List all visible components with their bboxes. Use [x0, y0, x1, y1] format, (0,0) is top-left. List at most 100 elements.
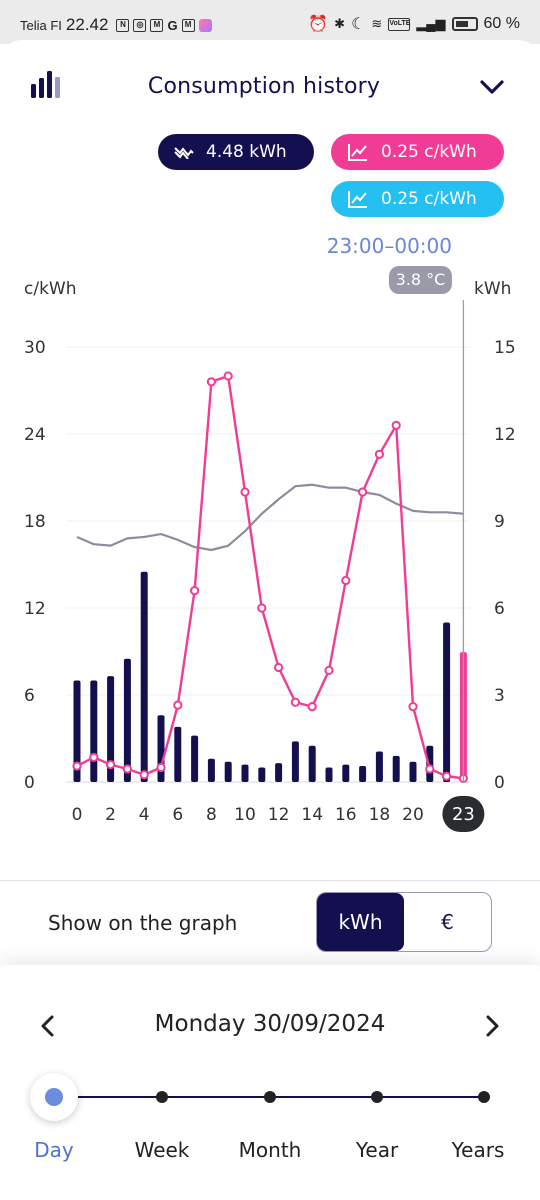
x-axis-tick: 14	[301, 805, 323, 825]
left-axis-unit: c/kWh	[24, 279, 77, 299]
selected-hour-badge	[442, 796, 485, 832]
bar-chart-icon	[31, 71, 60, 98]
period-sheet	[0, 965, 540, 1200]
gmail-icon: M	[181, 18, 195, 32]
consumption-bar	[275, 763, 283, 782]
consumption-bar	[342, 764, 350, 782]
left-axis-tick: 30	[24, 338, 46, 358]
show-on-graph-label: Show on the graph	[48, 911, 238, 935]
previous-date-button[interactable]	[36, 1012, 60, 1040]
contract-price-legend-pill[interactable]: 0.25 c/kWh	[331, 181, 504, 217]
temperature-line	[76, 483, 464, 552]
consumption-bar	[258, 767, 266, 782]
x-axis-tick: 8	[206, 805, 217, 825]
period-month[interactable]: Month	[238, 1138, 302, 1162]
spot-price-point	[391, 420, 401, 430]
consumption-bar	[409, 761, 417, 782]
unit-toggle: kWh €	[316, 892, 492, 952]
euro-option[interactable]: €	[441, 910, 454, 934]
tooltip-time: 23:00–00:00	[326, 234, 452, 258]
consumption-bar	[107, 676, 115, 782]
moon-icon: ☾	[351, 16, 366, 33]
status-bar: Telia FI 22.42 N ◎ M G M ⏰ ✱ ☾ ≋ VoLTE ▂…	[0, 0, 540, 44]
right-axis-tick: 9	[494, 512, 505, 532]
battery-icon	[451, 17, 478, 31]
spot-price-point	[408, 702, 418, 712]
google-icon: G	[167, 17, 178, 33]
consumption-bar	[375, 751, 383, 782]
period-years[interactable]: Years	[451, 1138, 505, 1162]
period-slider-knob[interactable]	[30, 1073, 78, 1121]
instagram-icon: ◎	[133, 18, 147, 32]
right-axis-tick: 15	[494, 338, 516, 358]
page-title: Consumption history	[147, 74, 381, 99]
years-tick[interactable]	[478, 1091, 490, 1103]
line-chart-icon	[348, 191, 367, 208]
left-axis-tick: 6	[24, 686, 35, 706]
spot-price-point	[139, 770, 149, 780]
consumption-bar	[191, 735, 199, 782]
x-axis-tick: 6	[172, 805, 183, 825]
spot-price-legend-pill[interactable]: 0.25 c/kWh	[331, 134, 504, 170]
electricity-icon	[174, 147, 194, 159]
x-axis-tick: 16	[335, 805, 357, 825]
kwh-option[interactable]: kWh	[317, 893, 404, 951]
spot-price-point	[173, 700, 183, 710]
period-year[interactable]: Year	[355, 1138, 399, 1162]
period-week[interactable]: Week	[134, 1138, 190, 1162]
spot-price-point	[290, 697, 300, 707]
right-axis-tick: 6	[494, 599, 505, 619]
consumption-bar	[308, 745, 316, 782]
consumption-bar	[90, 680, 98, 782]
line-chart-icon	[348, 144, 367, 161]
next-date-button[interactable]	[480, 1012, 504, 1040]
right-axis-tick: 12	[494, 425, 516, 445]
consumption-value: 4.48 kWh	[206, 142, 287, 162]
spot-price-value: 0.25 c/kWh	[381, 142, 477, 162]
chevron-down-icon[interactable]	[478, 74, 506, 100]
x-axis-tick: 23	[452, 804, 475, 825]
x-axis-tick: 12	[268, 805, 290, 825]
gmail-icon: M	[150, 18, 164, 32]
consumption-bar	[174, 726, 182, 782]
x-axis-tick: 2	[105, 805, 116, 825]
tooltip-temperature: 3.8 °C	[389, 266, 452, 294]
spot-price-point	[358, 487, 368, 497]
spot-price-point	[89, 752, 99, 762]
spot-price-point	[240, 487, 250, 497]
period-day[interactable]: Day	[34, 1138, 74, 1162]
consumption-bar	[224, 761, 232, 782]
divider	[0, 880, 540, 881]
status-clock: 22.42	[65, 15, 109, 34]
consumption-bar	[392, 755, 400, 782]
consumption-bar	[291, 741, 299, 782]
nfc-icon: N	[116, 18, 130, 32]
spot-price-point	[374, 449, 384, 459]
week-tick[interactable]	[156, 1091, 168, 1103]
spot-price-point	[274, 662, 284, 673]
spot-price-point	[307, 702, 317, 712]
x-axis-tick: 18	[369, 805, 391, 825]
contract-price-value: 0.25 c/kWh	[381, 189, 477, 209]
right-axis-tick: 0	[494, 773, 505, 793]
x-axis-tick: 20	[402, 805, 424, 825]
spot-price-point	[324, 665, 334, 675]
bluetooth-icon: ✱	[334, 16, 346, 31]
spot-price-point	[72, 761, 82, 771]
month-tick[interactable]	[264, 1091, 276, 1103]
consumption-bar	[325, 767, 333, 782]
year-tick[interactable]	[371, 1091, 383, 1103]
signal-icon: ▂▄▆	[416, 16, 446, 31]
consumption-bar	[443, 622, 451, 782]
consumption-bar	[140, 571, 148, 782]
volte-icon: VoLTE	[388, 17, 410, 31]
right-axis-unit: kWh	[474, 279, 512, 299]
right-axis-tick: 3	[494, 686, 505, 706]
spot-price-point	[341, 575, 351, 586]
carrier-label: Telia FI	[20, 17, 62, 33]
app-icon	[198, 18, 212, 32]
consumption-legend-pill[interactable]: 4.48 kWh	[158, 134, 314, 170]
consumption-bar	[241, 764, 249, 782]
spot-price-point	[425, 764, 435, 774]
